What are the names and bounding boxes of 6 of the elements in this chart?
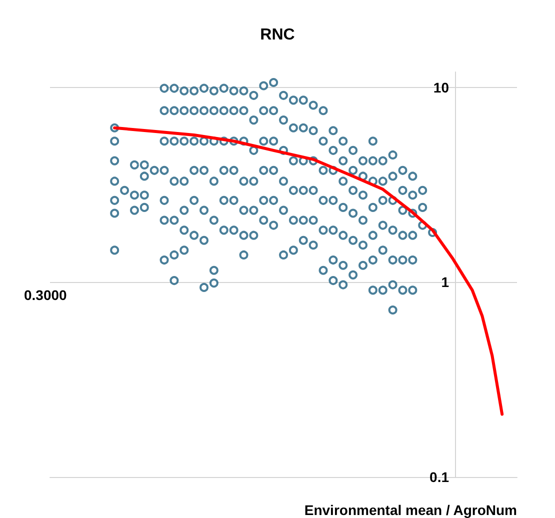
annotation: 0.3000 (24, 287, 68, 303)
x-axis-title: Environmental mean / AgroNum (304, 502, 517, 518)
y-tick-label: 0.1 (430, 469, 450, 485)
y-tick-label: 10 (433, 79, 450, 96)
y-tick-label: 1 (441, 274, 450, 290)
chart-title: RNC (260, 26, 296, 44)
